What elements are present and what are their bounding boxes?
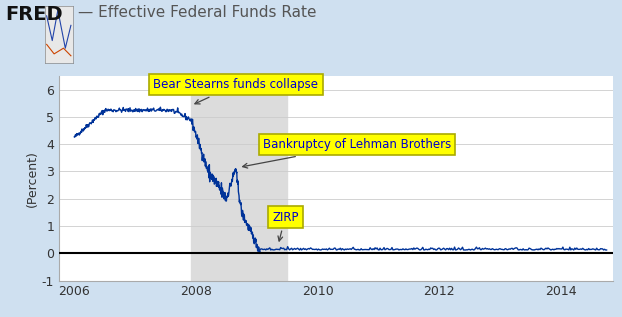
Text: Bear Stearns funds collapse: Bear Stearns funds collapse <box>154 78 318 104</box>
Text: ZIRP: ZIRP <box>272 210 299 241</box>
Y-axis label: (Percent): (Percent) <box>26 150 39 207</box>
Bar <box>191 76 287 281</box>
Text: Bankruptcy of Lehman Brothers: Bankruptcy of Lehman Brothers <box>243 138 451 168</box>
Text: — Effective Federal Funds Rate: — Effective Federal Funds Rate <box>78 5 316 20</box>
Text: FRED: FRED <box>5 5 63 24</box>
